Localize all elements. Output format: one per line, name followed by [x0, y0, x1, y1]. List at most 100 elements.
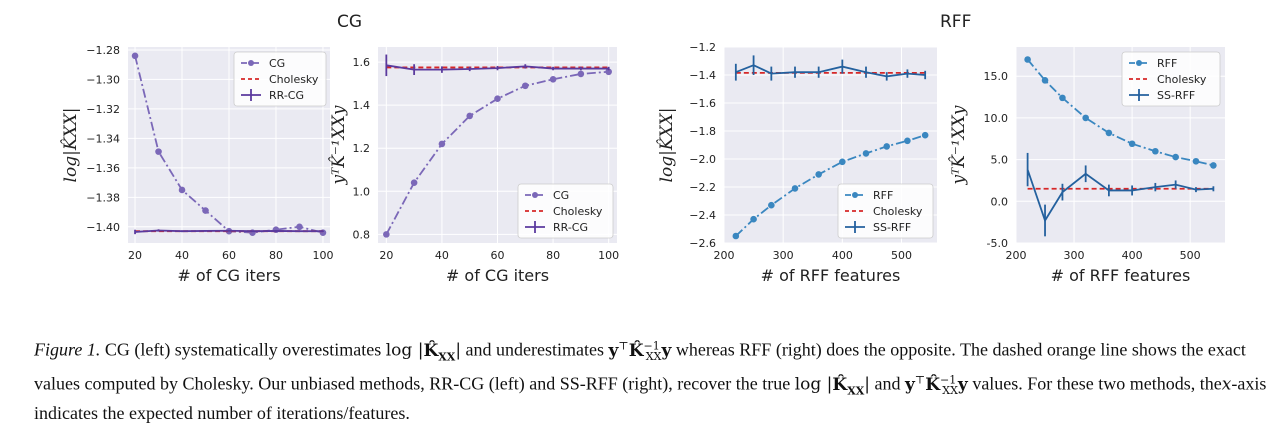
- legend-label: Cholesky: [1157, 73, 1207, 86]
- data-point: [1172, 153, 1179, 161]
- x-tick-label: 300: [773, 249, 794, 262]
- y-tick-label: −2.4: [689, 209, 716, 222]
- y-tick-label: −2.2: [689, 181, 716, 194]
- y-axis-label: log|K̂XX|: [657, 108, 677, 183]
- y-tick-label: 5.0: [991, 154, 1009, 167]
- y-tick-label: 1.0: [353, 185, 371, 198]
- legend-box: [517, 183, 614, 239]
- data-point: [494, 95, 501, 102]
- legend-marker: [248, 60, 254, 66]
- y-tick-label: −1.2: [689, 41, 716, 54]
- data-point: [605, 68, 612, 76]
- data-point: [383, 231, 390, 238]
- data-point: [521, 82, 529, 90]
- legend: RFF Cholesky SS-RFF: [1121, 51, 1221, 107]
- series-ss-rff: [1026, 152, 1215, 237]
- legend-label: SS-RFF: [873, 221, 911, 234]
- data-point: [750, 215, 757, 223]
- data-point: [549, 76, 557, 83]
- legend-marker: [532, 192, 538, 198]
- x-axis-label: # of RFF features: [761, 266, 901, 285]
- x-tick-label: 80: [546, 249, 560, 262]
- series-ss-rff: [734, 55, 927, 81]
- y-tick-label: -5.0: [987, 237, 1008, 250]
- legend-label: CG: [269, 57, 285, 70]
- cg-group-title: CG: [337, 12, 363, 32]
- series-rr-cg: [134, 229, 324, 235]
- caption-log-word: log: [385, 340, 413, 361]
- y-axis-label: log|K̂XX|: [61, 108, 81, 183]
- data-point: [577, 70, 585, 78]
- caption-math-quad-2: y⊤K̂−1XXy: [905, 373, 968, 398]
- data-point: [921, 131, 929, 139]
- y-tick-label: −1.40: [86, 221, 120, 234]
- y-axis-label: yᵀK̂⁻¹XXy: [949, 105, 969, 185]
- x-tick-label: 100: [598, 249, 619, 262]
- legend: RFF Cholesky SS-RFF: [837, 183, 934, 239]
- x-tick-label: 200: [714, 249, 735, 262]
- series-line: [1026, 58, 1214, 167]
- caption-math-logdet: log |K̂XX|: [385, 340, 462, 364]
- y-tick-label: 10.0: [984, 112, 1009, 125]
- data-point: [131, 52, 139, 60]
- x-tick-label: 500: [1180, 249, 1201, 262]
- data-point: [1041, 77, 1049, 84]
- data-point: [862, 150, 870, 157]
- legend: CG Cholesky RR-CG: [233, 51, 327, 107]
- y-tick-label: 0.0: [991, 195, 1009, 208]
- legend-box: [233, 51, 327, 107]
- y-tick-label: −1.32: [86, 103, 120, 116]
- y-tick-label: 1.4: [353, 99, 371, 112]
- y-tick-label: −1.8: [689, 125, 716, 138]
- series-rr-cg: [385, 54, 610, 77]
- chart-panel-2: 20 40 60 80 100 0.8 1.0 1.2 1.4 1.6 # of CG iters y…: [329, 47, 619, 285]
- y-tick-label: −1.28: [86, 44, 120, 57]
- x-tick-label: 400: [832, 249, 853, 262]
- caption-log-word-2: log: [794, 374, 822, 395]
- y-tick-label: −1.34: [86, 132, 120, 145]
- caption-text-4: and: [874, 373, 901, 394]
- legend-box: [837, 183, 934, 239]
- legend-label: RFF: [873, 189, 893, 202]
- data-point: [410, 179, 418, 186]
- series-cg: [383, 68, 612, 238]
- x-axis-label: # of RFF features: [1051, 266, 1191, 285]
- legend-marker: [852, 192, 858, 198]
- legend-box: [1121, 51, 1221, 107]
- y-tick-label: 0.8: [353, 228, 371, 241]
- x-tick-label: 60: [491, 249, 505, 262]
- data-point: [1082, 114, 1089, 122]
- data-point: [466, 112, 474, 120]
- caption-label: Figure 1.: [34, 339, 101, 360]
- data-point: [1192, 157, 1200, 165]
- data-point: [883, 143, 891, 150]
- data-point: [155, 148, 162, 155]
- rff-group-title: RFF: [940, 12, 972, 32]
- legend-label: Cholesky: [873, 205, 923, 218]
- chart-panel-4: 200 300 400 500 -5.0 0.0 5.0 10.0 15.0 # of RFF f…: [949, 47, 1225, 285]
- legend-label: Cholesky: [269, 73, 319, 86]
- caption-math-logdet-2: log |K̂XX|: [794, 374, 870, 398]
- y-tick-label: −2.6: [689, 237, 716, 250]
- data-point: [438, 140, 446, 148]
- data-point: [178, 186, 186, 194]
- caption-text-2: and underestimates: [465, 339, 605, 360]
- data-point: [732, 232, 740, 240]
- x-tick-label: 40: [175, 249, 189, 262]
- x-tick-label: 100: [312, 249, 333, 262]
- x-axis-label: # of CG iters: [446, 266, 549, 285]
- figure-caption: Figure 1. CG (left) systematically overe…: [34, 334, 1274, 425]
- legend-marker: [1136, 60, 1142, 66]
- x-tick-label: 400: [1122, 249, 1143, 262]
- chart-panel-3: 200 300 400 500 −2.6 −2.4 −2.2 −2.0 −1.8 −1.6 −1.4…: [657, 41, 937, 285]
- data-point: [202, 207, 209, 214]
- legend-label: RR-CG: [269, 89, 304, 102]
- series-rff: [732, 131, 929, 240]
- caption-text-1: CG (left) systematically overestimates: [104, 339, 382, 360]
- series-line: [1026, 169, 1214, 223]
- y-tick-label: 1.2: [353, 142, 371, 155]
- y-tick-label: −1.30: [86, 73, 120, 86]
- data-point: [815, 171, 822, 178]
- data-point: [1024, 56, 1031, 63]
- data-point: [768, 201, 775, 209]
